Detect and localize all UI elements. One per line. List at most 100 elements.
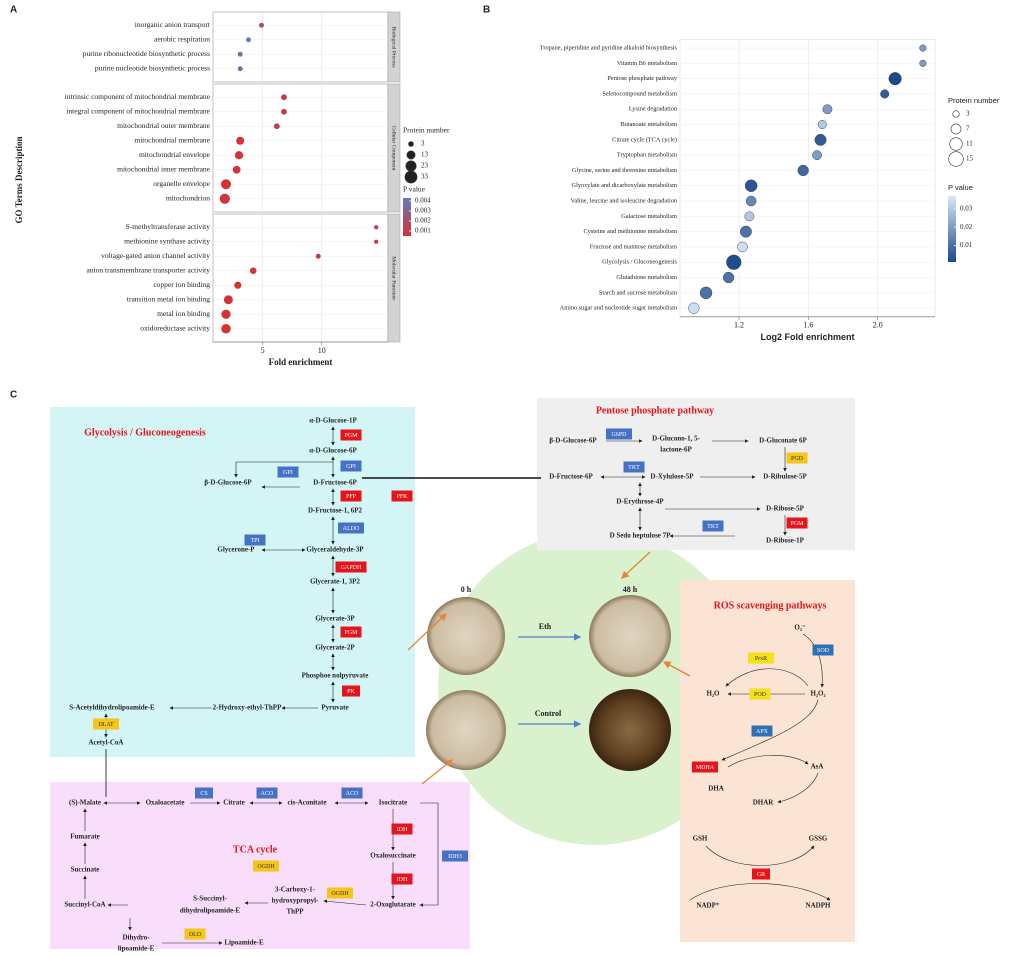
y-tick-label: mitochondrial membrane	[134, 135, 210, 144]
enzyme-label: MDHA	[696, 765, 715, 771]
metabolite: D-Ribulose-5P	[763, 473, 807, 481]
dot	[223, 295, 233, 305]
facet-strip	[387, 11, 401, 83]
y-tick-label: copper ion binding	[153, 280, 210, 289]
pathway-title: Glycolysis / Gluconeogenesis	[84, 427, 206, 438]
dot	[220, 179, 232, 190]
legend-label: 0.01	[960, 241, 973, 249]
enzyme-box	[256, 787, 278, 799]
enzyme-box	[748, 652, 774, 664]
legend-dot	[952, 110, 960, 118]
enzyme-box	[692, 761, 718, 773]
metabolite: lactone-6P	[660, 446, 692, 454]
y-tick-label: Tryptophan metabolism	[617, 152, 677, 159]
enzyme-label: CS	[200, 791, 207, 797]
y-tick-label: methionine synthase activity	[124, 236, 210, 245]
y-tick-label: anion transmembrane transporter activity	[87, 265, 211, 274]
enzyme-box	[751, 725, 773, 737]
enzyme-label: IDH	[397, 827, 408, 833]
metabolite: Pyruvate	[321, 704, 348, 712]
plot-panel	[679, 39, 936, 318]
arrow	[777, 772, 819, 804]
y-tick-label: Vitamin B6 metabolism	[617, 60, 677, 67]
dot	[726, 254, 742, 270]
panel-label: C	[10, 390, 17, 401]
legend-label: 0.001	[415, 227, 431, 235]
enzyme-box	[327, 887, 353, 899]
enzyme-box	[335, 561, 367, 573]
legend-title: P value	[948, 183, 973, 192]
enzyme-label: PFK	[396, 494, 408, 500]
enzyme-box	[391, 873, 413, 885]
y-axis-title: GO Terms Description	[14, 137, 24, 224]
y-tick-label: voltage-gated anion channel activity	[101, 251, 210, 260]
arrow	[621, 551, 651, 579]
enzyme-label: PGM	[344, 630, 358, 636]
y-tick-label: Glutathione metabolism	[616, 274, 677, 281]
enzyme-box	[277, 466, 299, 478]
legend-label: 0.03	[960, 204, 973, 212]
dot	[797, 164, 809, 177]
metabolite: hydroxypropyl-	[272, 897, 319, 905]
x-tick-label: 1.2	[734, 321, 744, 330]
metabolite: D-Erythrose-4P	[616, 498, 664, 506]
metabolite: Citrate	[223, 799, 244, 807]
enzyme-label: PFP	[346, 494, 357, 500]
metabolite: Succinyl-CoA	[64, 901, 105, 909]
enzyme-label: APX	[756, 729, 769, 735]
dot	[315, 253, 321, 259]
enzyme-label: GAPDH	[341, 565, 362, 571]
plot-panel	[212, 213, 389, 343]
arrow	[705, 845, 815, 866]
sample-label: 48 h	[623, 585, 638, 594]
enzyme-box	[340, 429, 362, 441]
y-tick-label: Pentose phosphate pathway	[607, 75, 677, 82]
metabolite: D-Fructose-1, 6P2	[308, 507, 363, 515]
metabolite: lipoamide-E	[118, 945, 155, 953]
y-tick-label: Glycine, serine and threonine metabolism	[572, 167, 677, 174]
metabolite: 3-Carboxy-1-	[275, 886, 316, 894]
metabolite: 2-Oxoglutarate	[370, 901, 416, 909]
y-tick-label: Amino sugar and nucleotide sugar metabol…	[560, 305, 677, 312]
enzyme-box	[340, 460, 362, 472]
dot	[234, 281, 242, 289]
dot	[281, 94, 287, 101]
enzyme-box	[253, 860, 279, 872]
metabolite: D-Ribose-1P	[766, 537, 804, 545]
y-tick-label: oxidoreductase activity	[140, 323, 210, 332]
arrow	[323, 899, 367, 906]
plot-panel	[212, 83, 389, 213]
enzyme-label: GPI	[283, 470, 293, 476]
sample-photo	[427, 597, 505, 675]
facet-label: Cellular Component	[391, 126, 397, 171]
enzyme-box	[786, 452, 808, 464]
enzyme-box	[812, 644, 834, 656]
facet-label: Molecular Function	[391, 256, 397, 300]
metabolite: D-Gluconate 6P	[759, 437, 807, 445]
dot	[699, 286, 713, 300]
metabolite: H₂O₂	[810, 690, 825, 698]
enzyme-label: IDH	[397, 877, 408, 883]
dot	[259, 22, 264, 28]
y-tick-label: Valine, leucine and isoleucine degradati…	[571, 198, 678, 205]
metabolite: D-Ribose-5P	[766, 505, 804, 513]
legend-label: 13	[421, 151, 429, 159]
legend-dot	[408, 141, 414, 147]
arrow	[689, 883, 831, 901]
dot	[812, 150, 822, 161]
dot	[232, 165, 241, 174]
dot	[744, 211, 755, 222]
arrow	[727, 755, 809, 768]
panel-label: A	[10, 5, 17, 16]
metabolite: Lipoamide-E	[224, 939, 264, 947]
metabolite: cis-Aconitate	[288, 799, 327, 807]
arrow	[234, 461, 333, 478]
enzyme-label: OGDH	[331, 891, 349, 897]
enzyme-label: TKT	[628, 465, 640, 471]
sample-label: Eth	[539, 622, 552, 631]
enzyme-box	[752, 868, 770, 880]
enzyme-label: SOD	[817, 648, 830, 654]
enzyme-box	[606, 428, 632, 440]
legend-label: 3	[421, 140, 425, 148]
facet-label: Biological Process	[391, 26, 397, 67]
